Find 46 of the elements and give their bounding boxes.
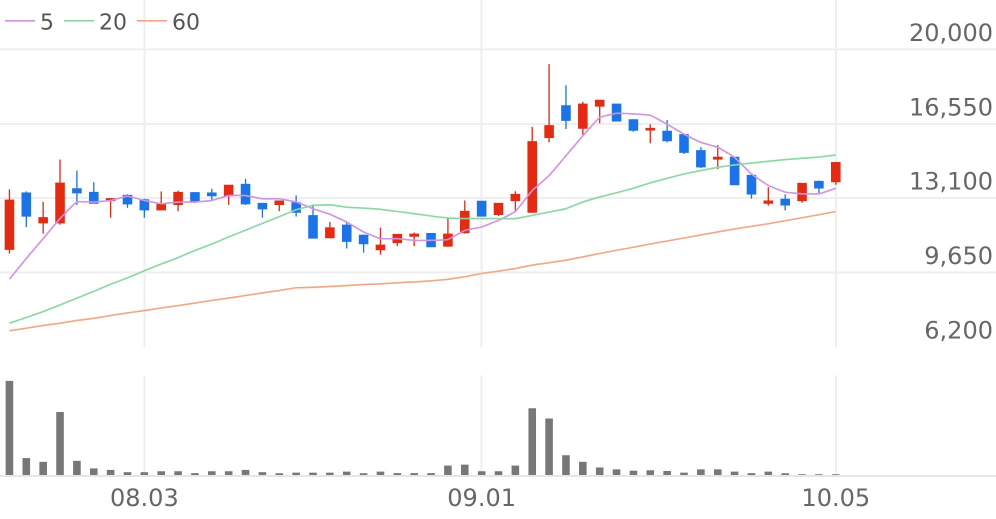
bar xyxy=(545,418,553,475)
bar xyxy=(562,455,570,475)
bar xyxy=(512,466,520,475)
bar xyxy=(579,462,587,475)
y-tick-label: 16,550 xyxy=(909,93,993,122)
x-tick-label: 09.01 xyxy=(447,484,516,512)
bar xyxy=(478,471,486,475)
legend-label: 60 xyxy=(172,10,200,36)
bar xyxy=(39,462,47,475)
bar xyxy=(258,472,266,475)
bar xyxy=(376,472,384,475)
bar xyxy=(90,468,98,475)
x-tick-label: 10.05 xyxy=(801,484,870,512)
bar xyxy=(612,469,620,475)
bar xyxy=(224,471,232,475)
bar xyxy=(460,464,469,475)
x-tick-label: 08.03 xyxy=(110,484,179,512)
bar xyxy=(663,470,671,475)
bar xyxy=(140,472,148,475)
bar xyxy=(646,470,654,475)
bar xyxy=(444,466,452,475)
bar xyxy=(124,472,132,475)
bar xyxy=(73,460,81,475)
bar xyxy=(242,470,250,475)
bar xyxy=(494,471,502,475)
bar xyxy=(106,470,114,475)
y-tick-label: 9,650 xyxy=(924,242,993,270)
bar xyxy=(56,412,64,475)
y-tick-label: 13,100 xyxy=(909,168,993,196)
bar xyxy=(697,469,705,475)
bar xyxy=(342,472,351,475)
bar xyxy=(764,472,772,475)
bar xyxy=(714,469,722,475)
bar xyxy=(6,380,14,475)
bar xyxy=(528,408,536,475)
legend-label: 20 xyxy=(99,10,127,36)
bar xyxy=(596,467,604,475)
y-tick-label: 20,000 xyxy=(909,19,993,48)
legend-label: 5 xyxy=(40,10,54,36)
bar xyxy=(630,470,638,475)
bar xyxy=(208,471,216,475)
bar xyxy=(730,472,738,475)
bar xyxy=(174,471,182,475)
bar xyxy=(22,458,30,475)
bar xyxy=(157,471,166,475)
y-tick-label: 6,200 xyxy=(924,316,993,344)
